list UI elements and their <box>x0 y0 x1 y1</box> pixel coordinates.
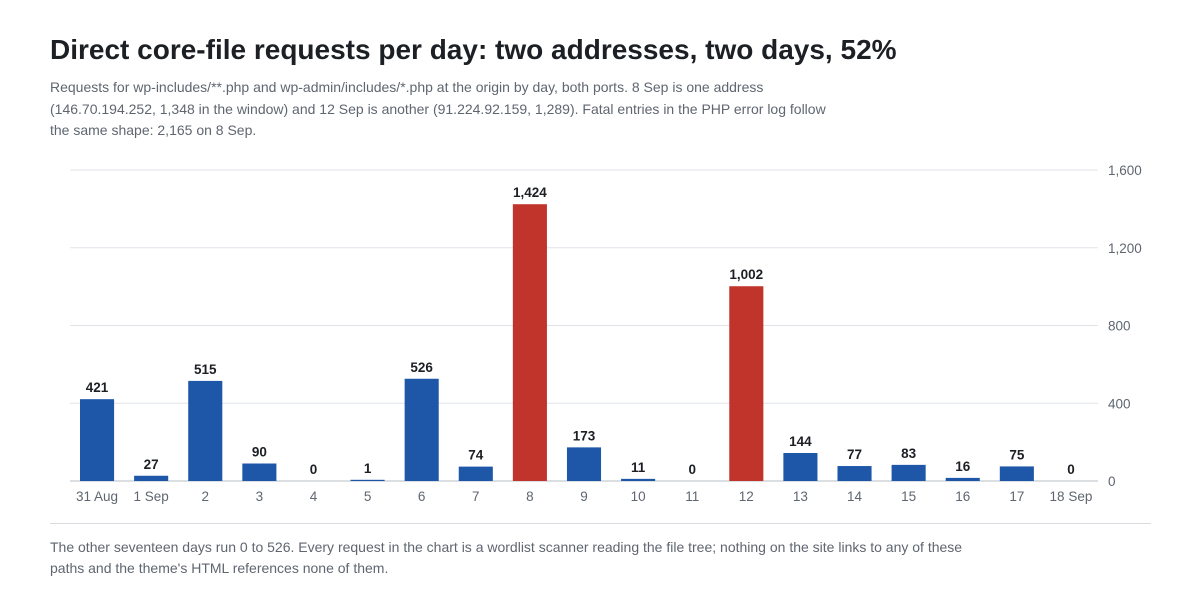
bar-value-label: 526 <box>410 360 433 375</box>
bar-7 <box>458 466 493 481</box>
bar-value-label: 1,002 <box>729 267 763 282</box>
x-tick-label: 15 <box>901 489 916 504</box>
chart-subtitle: Requests for wp-includes/**.php and wp-a… <box>50 79 826 138</box>
bar-value-label: 515 <box>194 362 217 377</box>
x-tick-label: 9 <box>580 489 588 504</box>
bar-6 <box>404 378 439 481</box>
x-tick-label: 12 <box>739 489 754 504</box>
bar-value-label: 90 <box>252 445 267 460</box>
bar-value-label: 1,424 <box>513 185 547 200</box>
x-tick-label: 18 Sep <box>1050 489 1093 504</box>
bar-value-label: 0 <box>310 462 318 477</box>
bar-value-label: 83 <box>901 446 917 461</box>
x-tick-label: 8 <box>526 489 534 504</box>
x-tick-label: 13 <box>793 489 808 504</box>
x-tick-label: 11 <box>685 489 699 504</box>
bar-value-label: 0 <box>1067 462 1075 477</box>
bar-value-label: 77 <box>847 447 862 462</box>
x-tick-label: 10 <box>631 489 646 504</box>
bar-14 <box>837 466 872 481</box>
bar-15 <box>891 464 926 481</box>
bar-value-label: 421 <box>86 380 109 395</box>
bar-value-label: 144 <box>789 434 812 449</box>
bar-value-label: 74 <box>468 448 484 463</box>
bar-value-label: 11 <box>631 460 646 475</box>
bar-31-aug <box>80 399 115 481</box>
bar-value-label: 0 <box>688 462 696 477</box>
y-tick-label: 800 <box>1108 319 1131 334</box>
chart-title: Direct core-file requests per day: two a… <box>50 34 897 65</box>
x-axis-tick-labels: 31 Aug 1 Sep 2 3 4 5 6 7 8 9 10 11 12 13 14 15 16 17 18 Se… <box>76 489 1092 504</box>
bar-8 <box>512 204 547 481</box>
x-tick-label: 1 Sep <box>134 489 169 504</box>
x-tick-label: 14 <box>847 489 863 504</box>
bar-value-label: 173 <box>573 428 596 443</box>
x-tick-label: 31 Aug <box>76 489 118 504</box>
x-tick-label: 6 <box>418 489 426 504</box>
x-tick-label: 4 <box>310 489 318 504</box>
x-tick-label: 16 <box>955 489 970 504</box>
x-tick-label: 5 <box>364 489 372 504</box>
footer-divider <box>50 523 1151 524</box>
y-tick-label: 1,200 <box>1108 241 1142 256</box>
y-axis-tick-labels: 0 400 800 1,200 1,600 <box>1108 163 1142 489</box>
bar-2 <box>188 380 223 481</box>
x-tick-label: 7 <box>472 489 480 504</box>
bar-value-label: 16 <box>955 459 971 474</box>
bar-1-sep <box>134 475 169 481</box>
bars <box>80 204 1034 481</box>
x-tick-label: 3 <box>256 489 264 504</box>
y-tick-label: 400 <box>1108 396 1131 411</box>
y-tick-label: 0 <box>1108 474 1116 489</box>
x-tick-label: 17 <box>1009 489 1024 504</box>
bar-16 <box>945 477 980 481</box>
grid-lines <box>70 169 1098 482</box>
bar-value-labels: 421 27 515 90 0 1 526 74 1,424 173 11 0 1,002 144 77 83… <box>86 185 1075 477</box>
y-tick-label: 1,600 <box>1108 163 1142 178</box>
bar-3 <box>242 463 277 481</box>
bar-9 <box>566 447 602 481</box>
x-tick-label: 2 <box>202 489 210 504</box>
bar-value-label: 27 <box>144 457 159 472</box>
bar-17 <box>999 466 1034 481</box>
bar-12 <box>729 286 764 481</box>
bar-13 <box>783 453 818 481</box>
bar-10 <box>621 478 656 481</box>
footnote: The other seventeen days run 0 to 526. E… <box>50 539 963 576</box>
bar-value-label: 75 <box>1009 447 1025 462</box>
bar-5 <box>350 479 385 481</box>
bar-value-label: 1 <box>364 461 372 476</box>
